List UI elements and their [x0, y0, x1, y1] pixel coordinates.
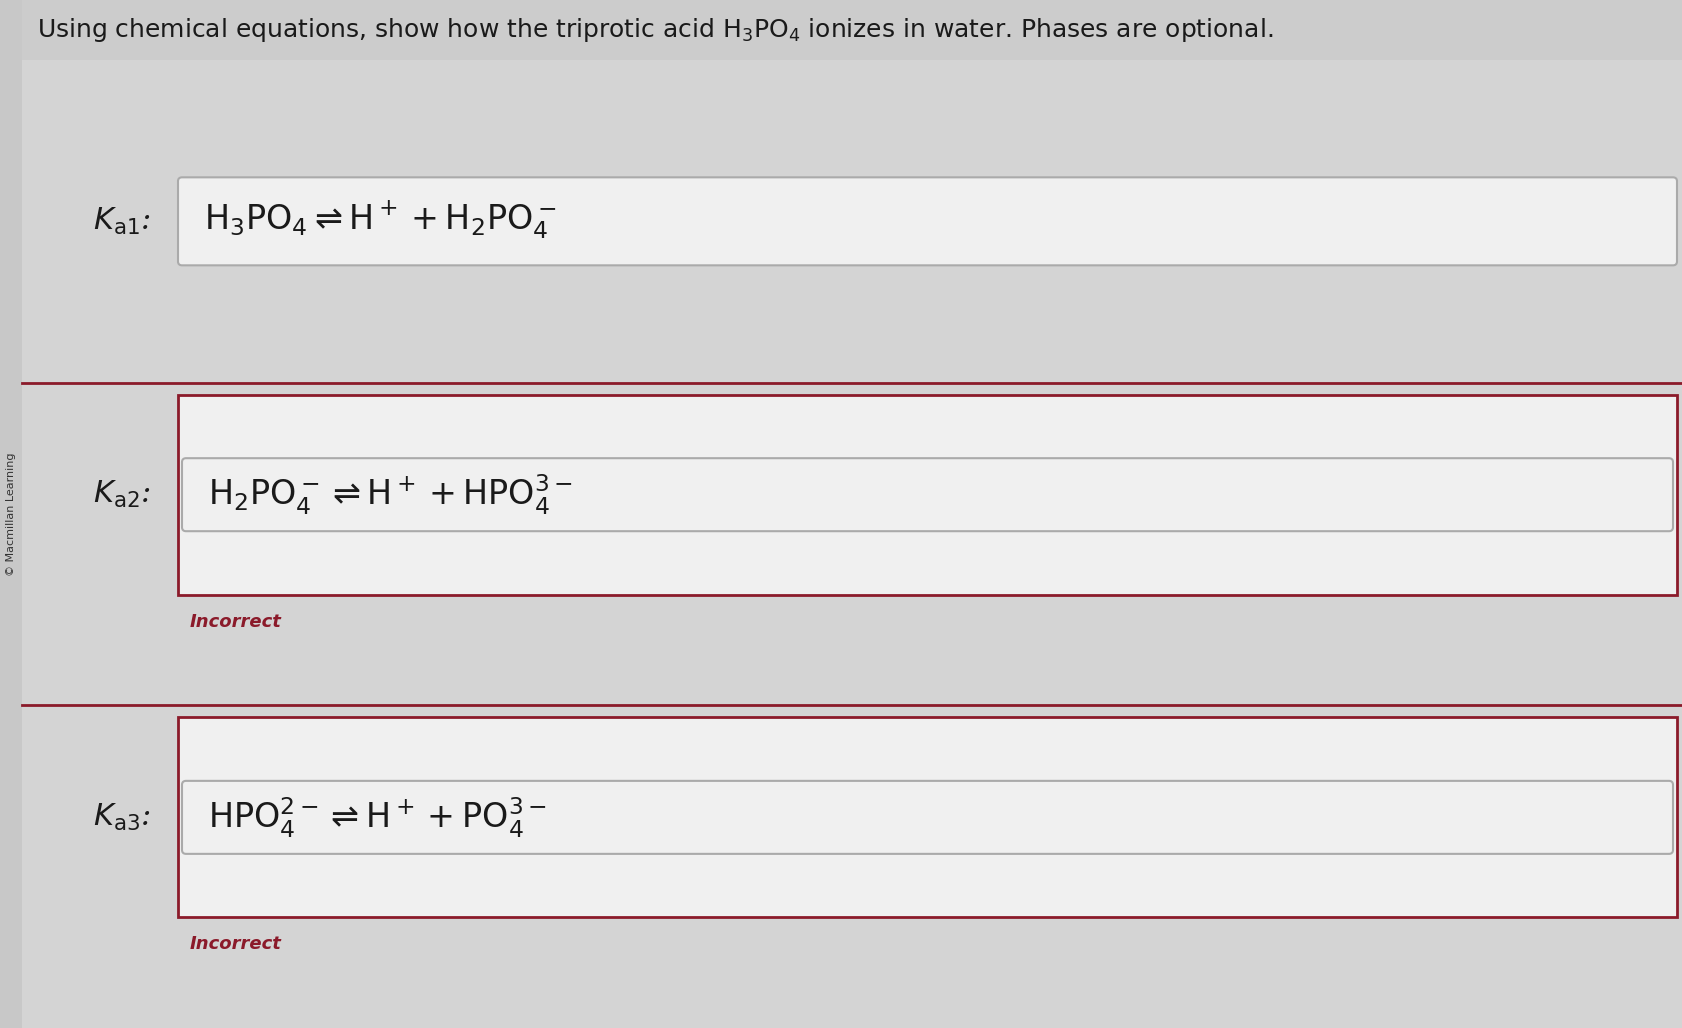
Text: Incorrect: Incorrect	[190, 935, 281, 953]
Text: $\mathrm{H_2PO_4^-} \rightleftharpoons \mathrm{H^+} + \mathrm{HPO_4^{3-}}$: $\mathrm{H_2PO_4^-} \rightleftharpoons \…	[209, 473, 572, 517]
Bar	[178, 395, 1675, 595]
Text: $\mathrm{HPO_4^{2-}} \rightleftharpoons \mathrm{H^+} + \mathrm{PO_4^{3-}}$: $\mathrm{HPO_4^{2-}} \rightleftharpoons …	[209, 796, 547, 840]
FancyBboxPatch shape	[182, 781, 1672, 854]
Text: $\mathrm{H_3PO_4} \rightleftharpoons \mathrm{H^+} + \mathrm{H_2PO_4^-}$: $\mathrm{H_3PO_4} \rightleftharpoons \ma…	[204, 200, 557, 243]
Text: $\mathit{K}_{\mathrm{a2}}$:: $\mathit{K}_{\mathrm{a2}}$:	[93, 479, 151, 510]
FancyBboxPatch shape	[178, 178, 1675, 265]
FancyBboxPatch shape	[182, 458, 1672, 531]
Bar	[0, 0, 22, 1028]
Bar	[22, 0, 1682, 60]
Text: $\mathit{K}_{\mathrm{a3}}$:: $\mathit{K}_{\mathrm{a3}}$:	[93, 802, 151, 833]
Text: Incorrect: Incorrect	[190, 613, 281, 631]
Bar	[178, 718, 1675, 917]
Text: © Macmillan Learning: © Macmillan Learning	[7, 452, 17, 576]
Text: $\mathit{K}_{\mathrm{a1}}$:: $\mathit{K}_{\mathrm{a1}}$:	[93, 206, 151, 236]
Text: Using chemical equations, show how the triprotic acid $\mathrm{H_3PO_4}$ ionizes: Using chemical equations, show how the t…	[37, 16, 1273, 44]
